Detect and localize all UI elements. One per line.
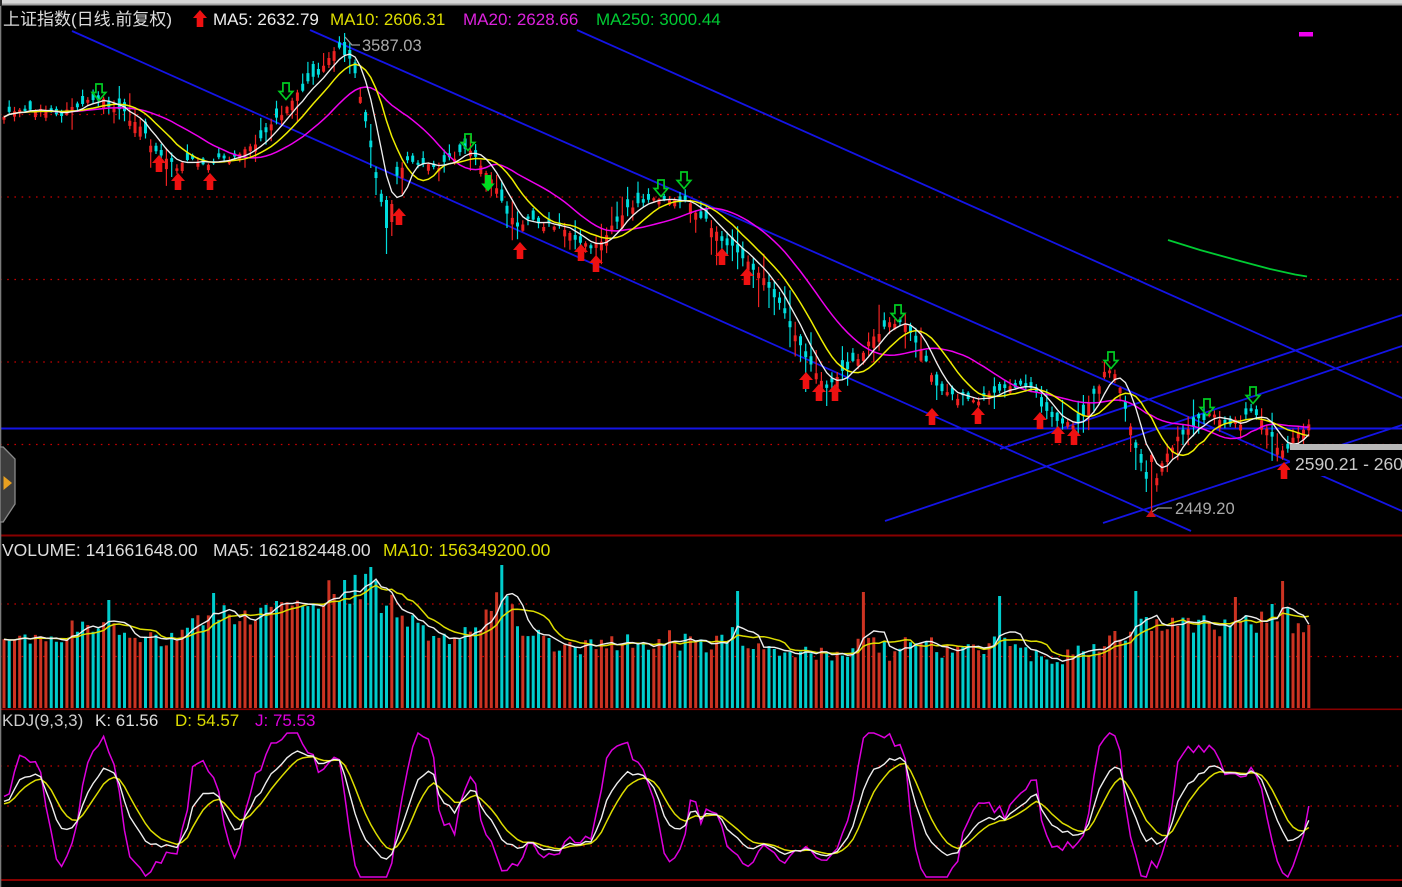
svg-text:MA20: 2628.66: MA20: 2628.66	[463, 10, 578, 29]
svg-text:上证指数(日线.前复权): 上证指数(日线.前复权)	[3, 10, 172, 29]
svg-text:VOLUME: 141661648.00: VOLUME: 141661648.00	[2, 540, 198, 560]
svg-text:MA5: 2632.79: MA5: 2632.79	[213, 10, 319, 29]
svg-text:MA5: 162182448.00: MA5: 162182448.00	[213, 540, 371, 560]
svg-text:2590.21 - 260: 2590.21 - 260	[1295, 454, 1402, 474]
svg-text:J: 75.53: J: 75.53	[255, 711, 316, 730]
svg-text:3587.03: 3587.03	[362, 37, 422, 55]
svg-text:MA250: 3000.44: MA250: 3000.44	[596, 10, 721, 29]
svg-text:2449.20: 2449.20	[1175, 500, 1235, 518]
svg-text:K: 61.56: K: 61.56	[95, 711, 158, 730]
svg-text:MA10: 156349200.00: MA10: 156349200.00	[383, 540, 551, 560]
svg-text:MA10: 2606.31: MA10: 2606.31	[330, 10, 445, 29]
svg-text:KDJ(9,3,3): KDJ(9,3,3)	[2, 711, 83, 730]
svg-text:D: 54.57: D: 54.57	[175, 711, 239, 730]
